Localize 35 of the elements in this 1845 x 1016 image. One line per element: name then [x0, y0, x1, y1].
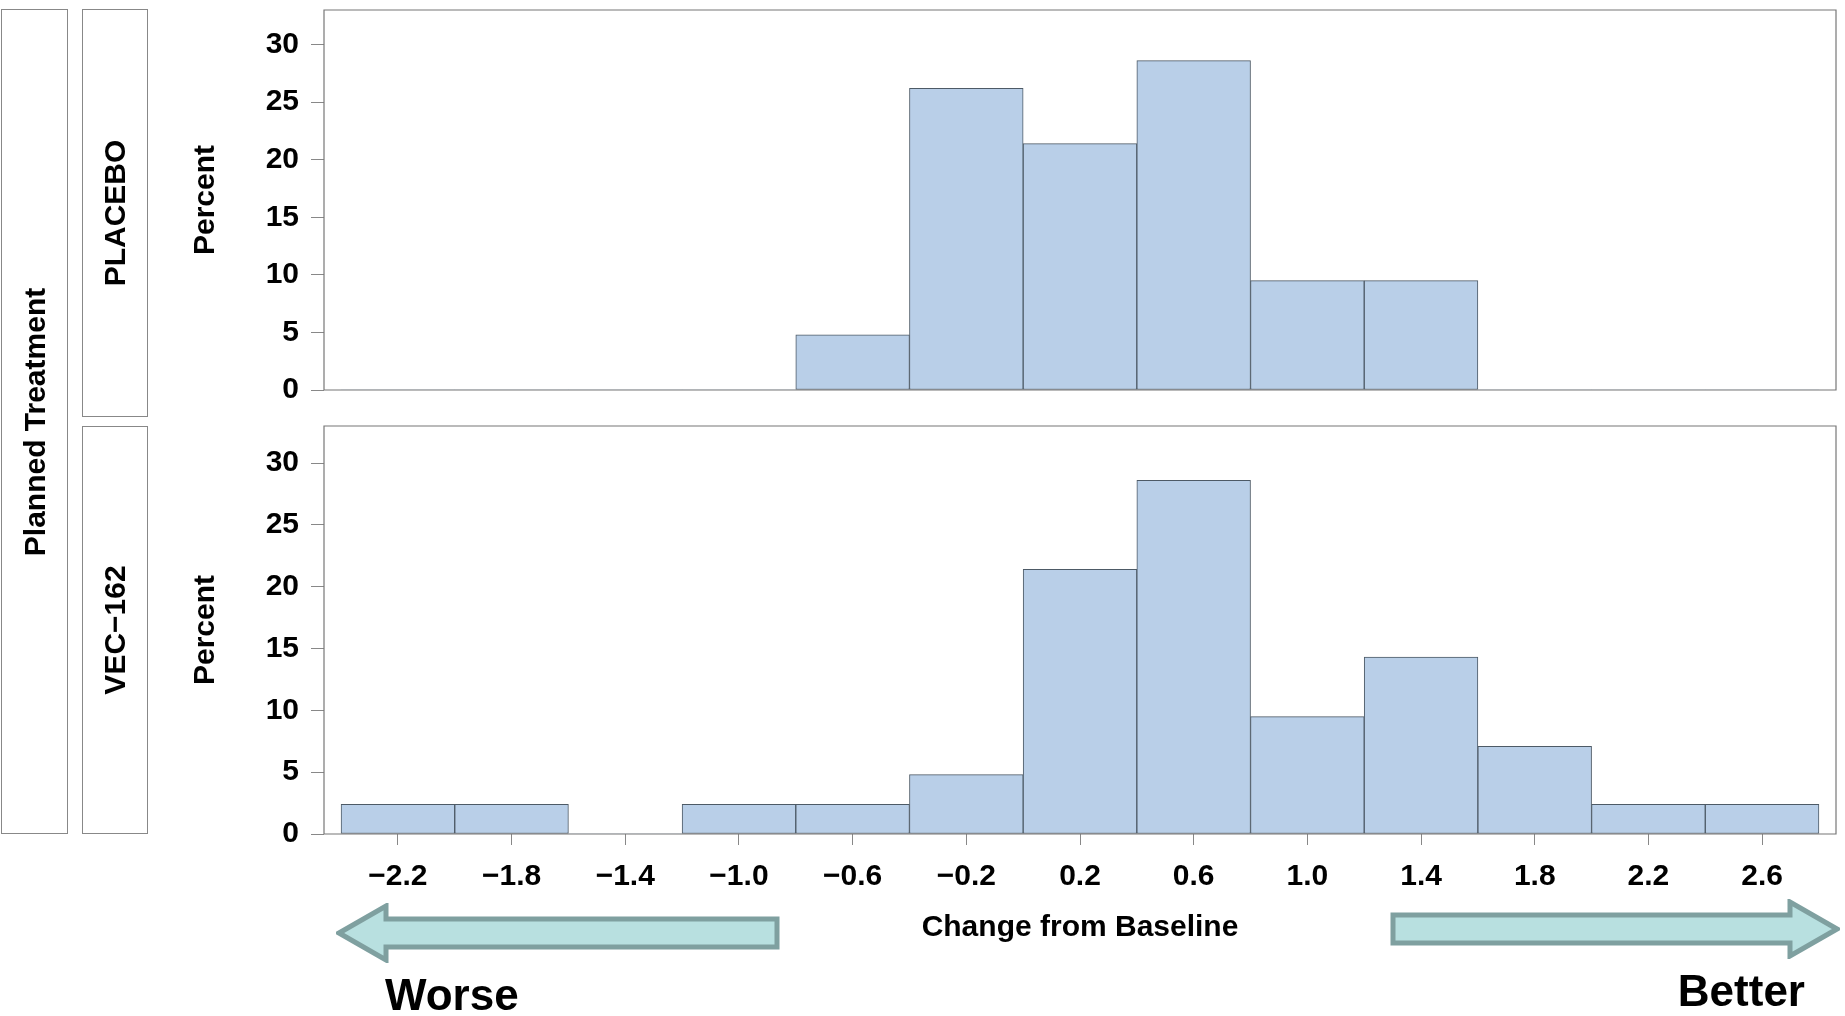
y-tick-label: 5	[282, 313, 299, 347]
x-axis-title: Change from Baseline	[921, 909, 1239, 943]
y-tick-label: 0	[282, 815, 299, 849]
y-tick-label: 30	[265, 25, 299, 59]
y-tick-label: 15	[265, 198, 299, 232]
x-tick-label: −0.2	[936, 858, 996, 892]
x-tick-label: 0.6	[1172, 858, 1215, 892]
x-tick-label: −1.4	[595, 858, 656, 892]
y-tick-label: 25	[265, 83, 299, 117]
x-tick-label: −1.0	[709, 858, 769, 892]
y-tick-label: 30	[265, 444, 299, 478]
text: Planned Treatment	[17, 287, 52, 556]
y-axis-title: Percent	[187, 144, 221, 256]
y-tick-label: 25	[265, 506, 299, 540]
x-tick-label: 1.0	[1286, 858, 1329, 892]
x-tick-label: 1.8	[1513, 858, 1556, 892]
y-tick-label: 20	[265, 567, 299, 601]
y-tick-label: 10	[265, 256, 299, 290]
x-tick-label: 1.4	[1400, 858, 1443, 892]
y-tick-label: 20	[265, 140, 299, 174]
text: VEC−162	[98, 565, 132, 695]
x-tick-label: −0.6	[823, 858, 883, 892]
text: Worse	[385, 970, 519, 1016]
x-tick-label: 2.6	[1741, 858, 1783, 892]
x-tick-label: 2.2	[1627, 858, 1670, 892]
x-tick-label: 0.2	[1059, 858, 1101, 892]
y-tick-label: 5	[282, 753, 299, 787]
y-tick-label: 0	[282, 371, 299, 405]
y-tick-label: 15	[265, 629, 299, 663]
x-tick-label: −2.2	[368, 858, 428, 892]
y-tick-label: 10	[265, 691, 299, 725]
text: PLACEBO	[98, 139, 132, 287]
y-axis-title: Percent	[187, 574, 221, 686]
text: Better	[1677, 966, 1805, 1016]
x-tick-label: −1.8	[481, 858, 542, 892]
